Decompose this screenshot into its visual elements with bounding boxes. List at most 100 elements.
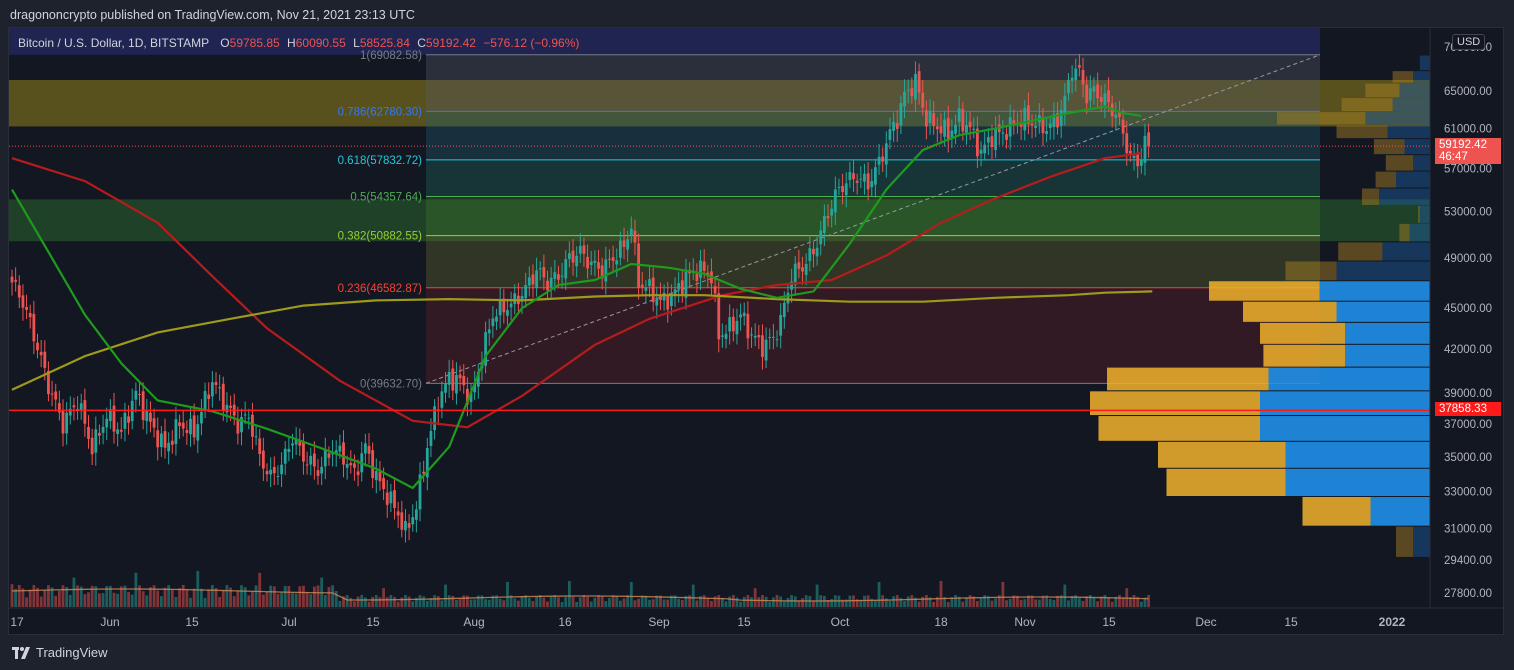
candle-body (76, 408, 79, 410)
volume-bar (440, 600, 444, 607)
candle-body (717, 293, 721, 340)
candle-body (291, 443, 294, 446)
volume-profile-buy-17 (1345, 344, 1430, 367)
volume-profile-buy-1 (1413, 71, 1430, 83)
volume-bar (720, 597, 724, 607)
candle-body (134, 390, 138, 400)
volume-bar (469, 599, 473, 607)
fib-label-1: 1(69082.58) (360, 50, 422, 62)
volume-bar (229, 587, 232, 607)
candle-body (917, 71, 921, 93)
volume-bar (236, 590, 240, 607)
volume-bar (94, 586, 98, 607)
candle-body (138, 394, 141, 396)
volume-bar (812, 600, 815, 607)
x-tick-label: 17 (10, 615, 24, 629)
candle-body (316, 470, 320, 476)
candle-body (903, 91, 906, 107)
volume-bar (265, 591, 269, 607)
candle-body (990, 136, 994, 147)
x-tick-label: 15 (185, 615, 199, 629)
candle-body (524, 285, 528, 299)
volume-bar (757, 597, 761, 607)
currency-button[interactable]: USD (1452, 34, 1486, 50)
volume-profile-buy-22 (1285, 468, 1430, 497)
candle-body (305, 464, 309, 466)
candle-body (10, 276, 14, 283)
volume-bar (946, 601, 950, 607)
candle-body (1041, 116, 1045, 134)
volume-bar (487, 599, 491, 607)
candle-body (458, 374, 462, 379)
candle-body (1001, 132, 1005, 134)
volume-bar (214, 588, 218, 607)
volume-bar (1081, 600, 1085, 607)
volume-profile-buy-9 (1379, 188, 1430, 205)
candle-body (429, 430, 433, 446)
y-tick-label: 57000.00 (1444, 163, 1492, 175)
volume-profile-buy-24 (1413, 526, 1430, 557)
candle-body (965, 125, 968, 134)
volume-bar (1085, 596, 1089, 607)
candle-body (353, 463, 356, 468)
volume-bar (1074, 595, 1078, 607)
y-tick-label: 29400.00 (1444, 555, 1492, 567)
volume-bar (892, 596, 896, 607)
candle-body (54, 391, 58, 400)
volume-bar (451, 595, 455, 607)
volume-bar (367, 601, 371, 607)
candle-body (873, 167, 877, 185)
y-tick-label: 33000.00 (1444, 487, 1492, 499)
volume-bar (465, 595, 469, 607)
zone-1 (9, 199, 1430, 242)
candle-body (407, 523, 411, 528)
candle-body (560, 275, 564, 277)
candle-body (491, 318, 495, 327)
volume-profile-sell-21 (1158, 441, 1286, 468)
volume-bar (728, 596, 732, 607)
volume-profile-buy-16 (1345, 322, 1430, 344)
volume-bar (210, 585, 214, 607)
volume-bar (363, 597, 367, 607)
candle-body (1099, 97, 1103, 102)
candle-body (101, 426, 105, 433)
volume-bar (855, 599, 859, 607)
volume-bar (458, 598, 462, 607)
candle-body (779, 314, 783, 336)
volume-bar (138, 585, 141, 607)
fib-fill-0.786 (426, 111, 1320, 160)
volume-bar (710, 600, 713, 607)
candle-body (178, 422, 181, 427)
volume-bar (943, 597, 947, 607)
candle-body (61, 409, 65, 434)
candle-body (815, 247, 819, 257)
candle-body (983, 144, 987, 154)
candle-body (906, 89, 910, 91)
volume-bar (170, 589, 174, 607)
candle-body (119, 429, 123, 432)
volume-bar (844, 599, 848, 607)
candle-body (243, 414, 247, 416)
volume-bar (702, 595, 706, 607)
volume-profile-sell-1 (1392, 71, 1413, 83)
volume-bar (291, 593, 294, 607)
candle-body (826, 216, 830, 219)
candle-body (338, 445, 342, 452)
candle-body (302, 442, 305, 462)
candle-body (961, 109, 965, 132)
sma-green-line (11, 105, 1142, 490)
volume-profile-buy-5 (1387, 125, 1430, 139)
x-tick-label: Dec (1195, 615, 1216, 629)
candle-body (586, 256, 589, 269)
candle-body (298, 440, 302, 446)
candle-body (972, 128, 976, 130)
volume-bar (626, 595, 630, 607)
candle-body (156, 430, 160, 448)
candle-body (943, 119, 947, 137)
volume-profile-buy-21 (1285, 441, 1430, 468)
x-tick-label: 15 (737, 615, 751, 629)
candle-body (174, 419, 178, 445)
volume-bar (724, 601, 728, 607)
candle-body (935, 126, 939, 130)
